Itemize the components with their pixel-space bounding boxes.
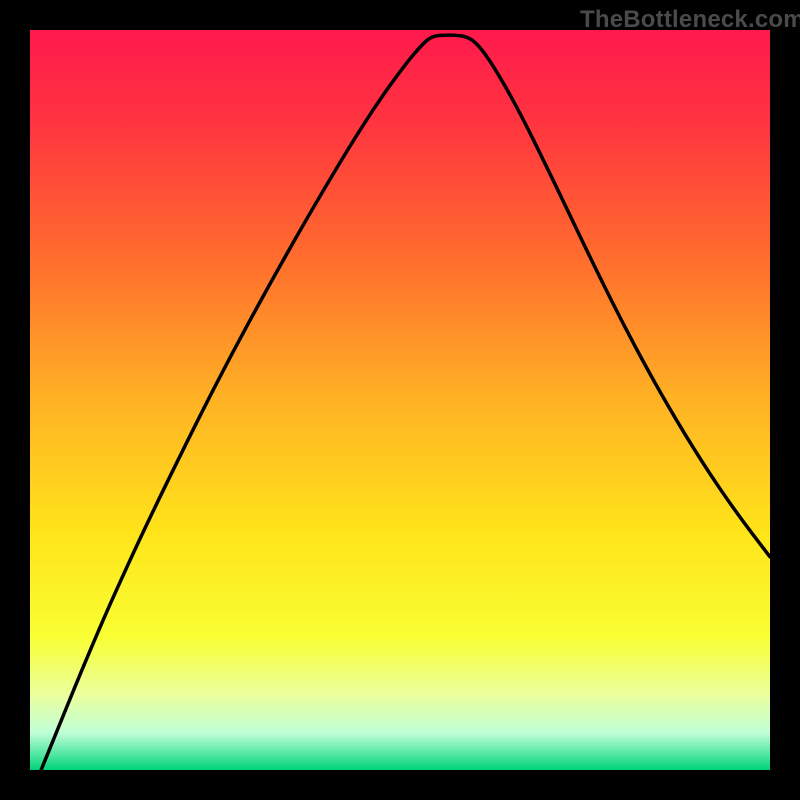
chart-stage: TheBottleneck.com: [0, 0, 800, 800]
curve-path: [41, 35, 770, 770]
bottleneck-curve: [0, 0, 800, 800]
